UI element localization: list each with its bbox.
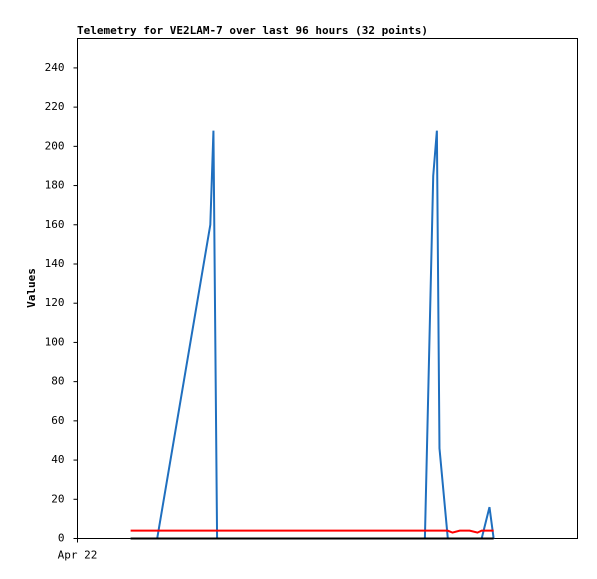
y-tick-label: 140 [45, 257, 65, 270]
y-tick-label: 20 [51, 492, 64, 505]
y-tick-label: 100 [45, 335, 65, 348]
y-tick-label: 80 [51, 375, 64, 388]
y-tick-label: 180 [45, 179, 65, 192]
series-line [130, 130, 495, 540]
y-tick-label: 160 [45, 218, 65, 231]
y-tick-label: 120 [45, 296, 65, 309]
y-tick-label: 0 [58, 532, 65, 545]
chart-title: Telemetry for VE2LAM-7 over last 96 hour… [77, 24, 428, 37]
y-tick-label: 220 [45, 100, 65, 113]
y-axis-label: Values [25, 268, 38, 308]
series-line [130, 529, 494, 534]
y-tick-label: 60 [51, 414, 64, 427]
plot-frame [77, 38, 578, 539]
y-tick-label: 200 [45, 139, 65, 152]
y-tick-label: 240 [45, 61, 65, 74]
x-tick-label: Apr 22 [58, 549, 98, 562]
y-tick-label: 40 [51, 453, 64, 466]
